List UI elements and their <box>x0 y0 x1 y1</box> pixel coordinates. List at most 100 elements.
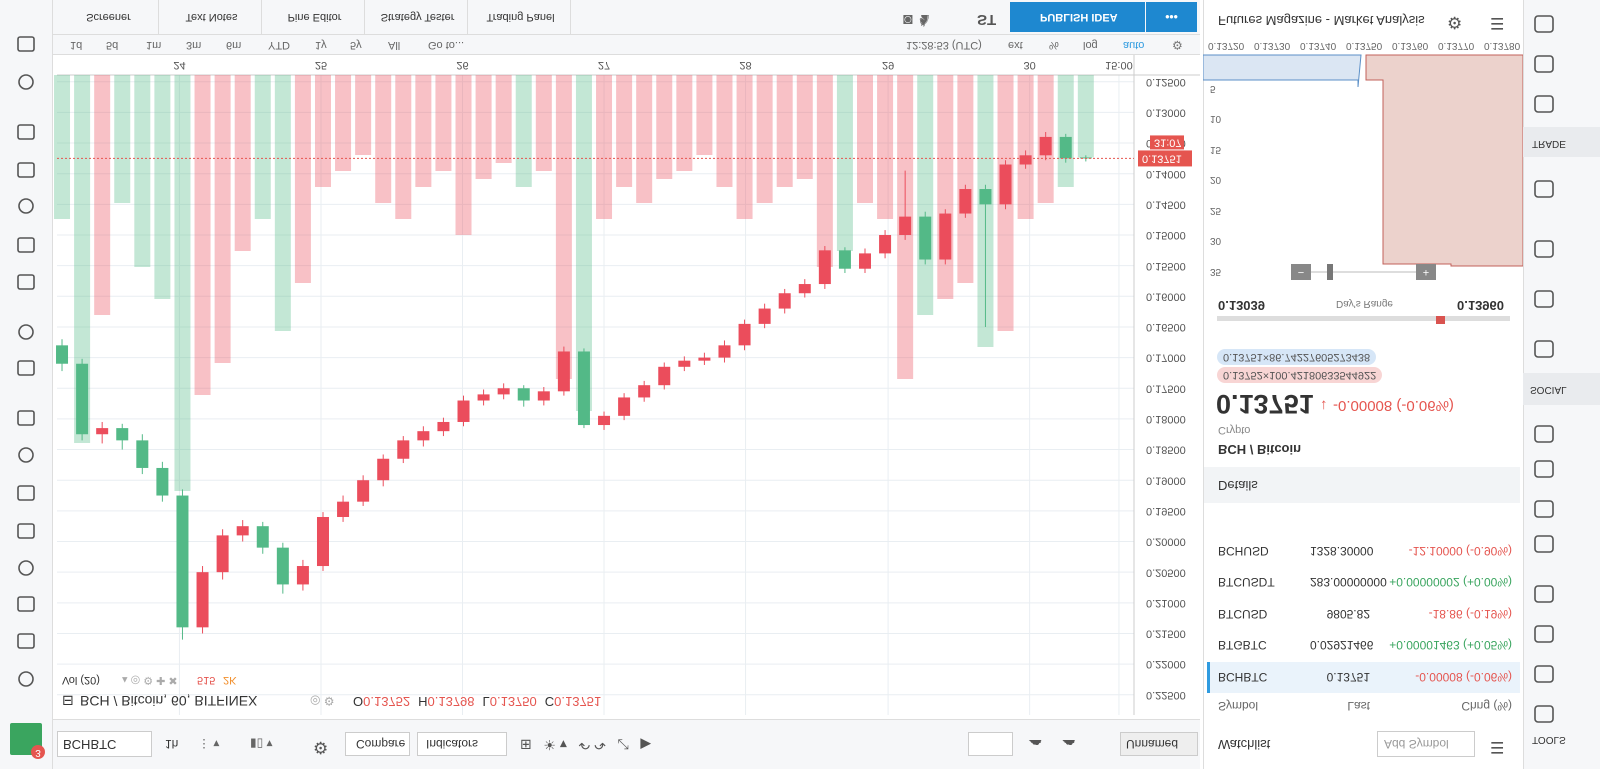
volume-bar <box>957 75 974 283</box>
side-icon[interactable] <box>1534 625 1554 643</box>
volume-bar <box>596 75 613 219</box>
range[interactable]: 5y <box>350 39 362 51</box>
slider-handle[interactable] <box>1327 264 1333 280</box>
volume-bar <box>836 75 853 251</box>
list-icon[interactable]: ☰ <box>1490 738 1505 755</box>
volume-icons[interactable]: ▴ ◎ ⚙ ✚ ✖ <box>122 674 178 686</box>
range[interactable]: Go to... <box>428 39 465 51</box>
candle-body <box>377 458 390 481</box>
side-icon[interactable] <box>1534 180 1554 198</box>
volume-bar <box>515 75 532 187</box>
tool-icon[interactable] <box>18 560 34 576</box>
gear[interactable]: ⚙ <box>1172 38 1183 52</box>
volume-bar <box>114 75 131 203</box>
tool-icon[interactable] <box>18 447 34 463</box>
side-icon[interactable] <box>1534 240 1554 258</box>
volume-bar <box>314 75 331 187</box>
details-arrow: ↓ <box>1320 397 1328 414</box>
candle-body <box>437 421 450 432</box>
tool-icon[interactable] <box>17 410 35 426</box>
side-icon[interactable] <box>1534 340 1554 358</box>
icons[interactable]: ⊞ ☀ ▾ ↶ ↷ ⤢ ▶ <box>520 737 652 753</box>
tool-icon[interactable] <box>18 324 34 340</box>
column-header: Symbol <box>1218 699 1259 713</box>
tool-icon[interactable] <box>17 360 35 376</box>
compare: Compare <box>356 737 406 751</box>
tool-icon[interactable] <box>17 124 35 140</box>
glyph <box>1534 625 1554 643</box>
tool-icon[interactable] <box>17 274 35 290</box>
news-list[interactable]: ☰ <box>1490 14 1505 31</box>
candle-body <box>136 440 149 468</box>
side-icon[interactable] <box>1534 55 1554 73</box>
side-icon[interactable] <box>1534 585 1554 603</box>
tool-icon[interactable] <box>17 237 35 253</box>
interval[interactable]: 1h <box>165 737 179 751</box>
side-icon[interactable] <box>1534 460 1554 478</box>
tool-icon[interactable] <box>18 671 34 687</box>
news-settings[interactable]: ⚙ <box>1447 13 1463 32</box>
range[interactable]: 3m <box>186 39 202 51</box>
zoom-out[interactable] <box>1291 264 1311 280</box>
tool-icon[interactable] <box>17 162 35 178</box>
cloud-icons[interactable]: ☁ ☁ <box>1028 737 1076 753</box>
side-icon[interactable] <box>1534 290 1554 308</box>
side-icon[interactable] <box>1534 95 1554 113</box>
user[interactable]: ST <box>977 11 997 28</box>
settings[interactable]: ⚙ <box>313 738 329 757</box>
tool-icon[interactable] <box>17 596 35 612</box>
range[interactable]: 5d <box>106 39 119 51</box>
tool-icon[interactable] <box>18 198 34 214</box>
side-icon[interactable] <box>1534 500 1554 518</box>
tool-icon[interactable] <box>17 36 35 52</box>
candle-body <box>1059 136 1072 159</box>
glyph <box>17 410 35 426</box>
x-tick-label: 27 <box>598 59 610 71</box>
legend-collapse[interactable]: ⊟ <box>62 693 74 709</box>
glyph <box>17 36 35 52</box>
y-tick-label: 0.21500 <box>1146 628 1186 640</box>
range[interactable]: All <box>388 39 401 51</box>
option[interactable]: ext <box>1008 39 1023 51</box>
side-icon[interactable] <box>1534 665 1554 683</box>
depth-chart: − + <box>1203 54 1523 280</box>
ohlc: O0.13752 H0.13798 L0.13750 C0.13751 <box>345 693 601 709</box>
range[interactable]: YTD <box>268 39 290 51</box>
candle-body <box>56 345 69 364</box>
range[interactable]: 1y <box>315 39 327 51</box>
candle-body <box>859 253 872 269</box>
glyph <box>1534 425 1554 443</box>
y-tick-label: 0.14500 <box>1146 198 1186 210</box>
side-icon[interactable] <box>1534 535 1554 553</box>
chart-style[interactable]: ▮▯ ▾ <box>250 737 273 751</box>
camera[interactable]: ◙ ♞ <box>903 11 932 28</box>
side-icon[interactable] <box>1534 705 1554 723</box>
last-price: 0.13751 <box>1142 153 1182 165</box>
clock: 12:28:53 (UTC) <box>906 39 982 51</box>
tool-icon[interactable] <box>17 633 35 649</box>
symbol: BTGBTC <box>1218 638 1267 653</box>
zoom-in[interactable] <box>1416 264 1436 280</box>
tool-icons <box>17 36 35 687</box>
range[interactable]: 6m <box>226 39 242 51</box>
volume-bar <box>555 75 572 379</box>
side-icon[interactable] <box>1534 15 1554 33</box>
more-button[interactable]: ••• <box>1146 2 1197 32</box>
range[interactable]: 1m <box>146 39 162 51</box>
volume-bar <box>816 75 833 267</box>
option[interactable]: auto <box>1123 39 1145 51</box>
range[interactable]: 1d <box>70 39 83 51</box>
glyph <box>18 198 34 214</box>
layout-box[interactable] <box>968 732 1013 756</box>
volume-bar <box>1057 75 1074 187</box>
tool-icon[interactable] <box>18 74 34 90</box>
menu-dots[interactable]: ⋮ ▾ <box>198 737 220 751</box>
tool-icon[interactable] <box>17 485 35 501</box>
option[interactable]: % <box>1049 39 1059 51</box>
tool-icon[interactable] <box>17 523 35 539</box>
side-icon[interactable] <box>1534 425 1554 443</box>
change: -18.86 (-0.19%) <box>1428 607 1512 621</box>
legend-icons[interactable]: ◎ ⚙ <box>310 694 335 708</box>
option[interactable]: log <box>1083 39 1098 51</box>
volume-bar <box>375 75 392 203</box>
